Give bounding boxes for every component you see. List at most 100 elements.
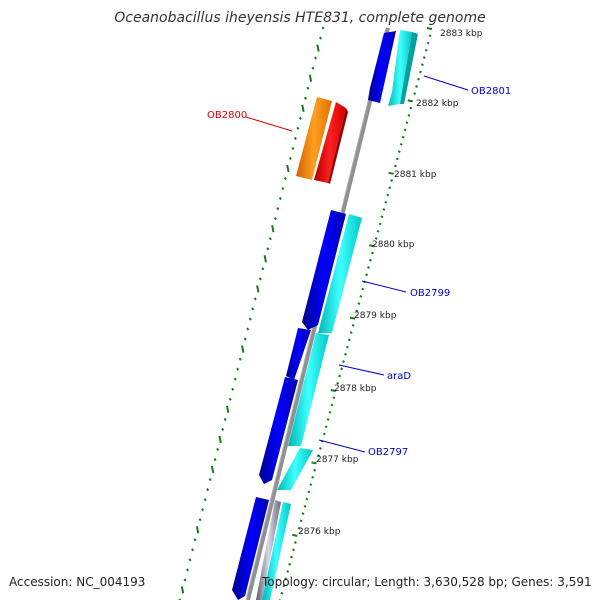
gene-araD[interactable] — [286, 328, 329, 446]
topology-text: Topology: circular; Length: 3,630,528 bp… — [262, 575, 592, 589]
tick-label: 2880 kbp — [372, 240, 415, 250]
tick-mark — [292, 548, 295, 552]
tick-mark — [349, 316, 356, 320]
gc-dot — [308, 74, 313, 82]
tick-mark — [355, 309, 359, 313]
tick-mark — [365, 273, 369, 277]
gc-dot — [303, 96, 307, 100]
gc-dot — [248, 317, 252, 321]
tick-mark — [330, 403, 334, 407]
tick-mark — [374, 237, 378, 240]
tick-mark — [311, 476, 315, 479]
gc-dot — [253, 297, 257, 301]
tick-mark — [370, 251, 374, 255]
gc-dot — [193, 538, 197, 542]
gc-dot — [178, 598, 182, 600]
gc-dot — [301, 104, 305, 112]
tick-mark — [317, 454, 320, 458]
tick-mark — [367, 266, 370, 269]
tick-mark — [307, 490, 311, 494]
tick-mark — [313, 468, 317, 472]
tick-mark — [338, 374, 342, 378]
tick-mark — [305, 497, 309, 501]
tick-label: 2878 kbp — [334, 384, 377, 394]
tick-label: 2879 kbp — [354, 311, 397, 321]
tick-mark — [280, 591, 284, 595]
tick-mark — [309, 483, 313, 487]
tick-mark — [318, 447, 322, 450]
gc-dot — [233, 377, 237, 381]
tick-mark — [359, 295, 363, 298]
gc-dot — [191, 548, 195, 552]
tick-mark — [322, 432, 326, 436]
gene-label-OB2801[interactable]: OB2801 — [471, 86, 511, 97]
gene-OB2800[interactable] — [296, 97, 348, 184]
gc-dot — [225, 405, 230, 414]
label-line-OB2800 — [245, 116, 293, 132]
tick-mark — [393, 164, 397, 168]
gc-dot — [188, 558, 192, 562]
tick-mark — [290, 555, 293, 559]
gc-content-track — [178, 26, 325, 600]
label-line-OB2797 — [318, 439, 366, 453]
gc-dot — [281, 186, 285, 191]
gc-dot — [208, 478, 212, 482]
gc-dot — [311, 66, 315, 70]
gc-dot — [231, 387, 235, 391]
gene-label-OB2797[interactable]: OB2797 — [368, 447, 408, 458]
tick-mark — [386, 193, 390, 197]
tick-mark — [311, 461, 317, 465]
tick-mark — [424, 48, 428, 52]
label-line-OB2801 — [423, 75, 469, 91]
map-title: Oceanobacillus iheyensis HTE831, complet… — [114, 10, 486, 26]
tick-mark — [426, 27, 433, 30]
gc-dot — [268, 237, 272, 241]
tick-mark — [384, 200, 388, 204]
gene-label-OB2799[interactable]: OB2799 — [410, 288, 450, 299]
gc-dot — [306, 86, 310, 90]
gc-dot — [213, 457, 217, 462]
tick-mark — [297, 526, 301, 530]
tick-mark — [401, 135, 405, 139]
tick-mark — [413, 92, 417, 96]
tick-label: 2877 kbp — [316, 455, 359, 465]
gc-dot — [271, 225, 275, 233]
gc-dot — [286, 164, 290, 173]
gene-OB2801[interactable] — [368, 30, 418, 106]
tick-mark — [282, 584, 286, 588]
tick-mark — [428, 34, 432, 38]
gc-dot — [246, 327, 250, 331]
gene-OB2799[interactable] — [302, 210, 362, 333]
gc-dot — [183, 578, 187, 582]
gc-dot — [228, 397, 232, 401]
tick-mark — [343, 352, 347, 356]
tick-mark — [388, 186, 392, 190]
gene-OB2797[interactable] — [259, 377, 313, 490]
gc-dot — [221, 427, 225, 431]
tick-mark — [345, 345, 349, 349]
gene-label-OB2800[interactable]: OB2800 — [207, 110, 247, 121]
tick-mark — [417, 77, 420, 81]
tick-mark — [395, 157, 399, 161]
tick-mark — [342, 360, 345, 363]
tick-mark — [326, 418, 330, 421]
gc-dot — [186, 568, 190, 572]
gc-dot — [236, 367, 240, 371]
tick-mark — [378, 222, 382, 226]
tick-mark — [426, 41, 430, 45]
gene-cluster-bottom[interactable] — [232, 497, 291, 600]
tick-mark — [288, 562, 292, 566]
tick-mark — [347, 338, 351, 342]
gc-dot — [288, 156, 292, 161]
tick-mark — [415, 85, 419, 88]
gc-dot — [283, 176, 287, 181]
gene-label-araD[interactable]: araD — [387, 371, 411, 382]
gc-dot — [243, 337, 247, 341]
tick-mark — [399, 142, 403, 146]
gc-dot — [298, 116, 302, 120]
tick-mark — [397, 150, 401, 153]
tick-mark — [422, 56, 426, 59]
tick-mark — [303, 504, 307, 508]
